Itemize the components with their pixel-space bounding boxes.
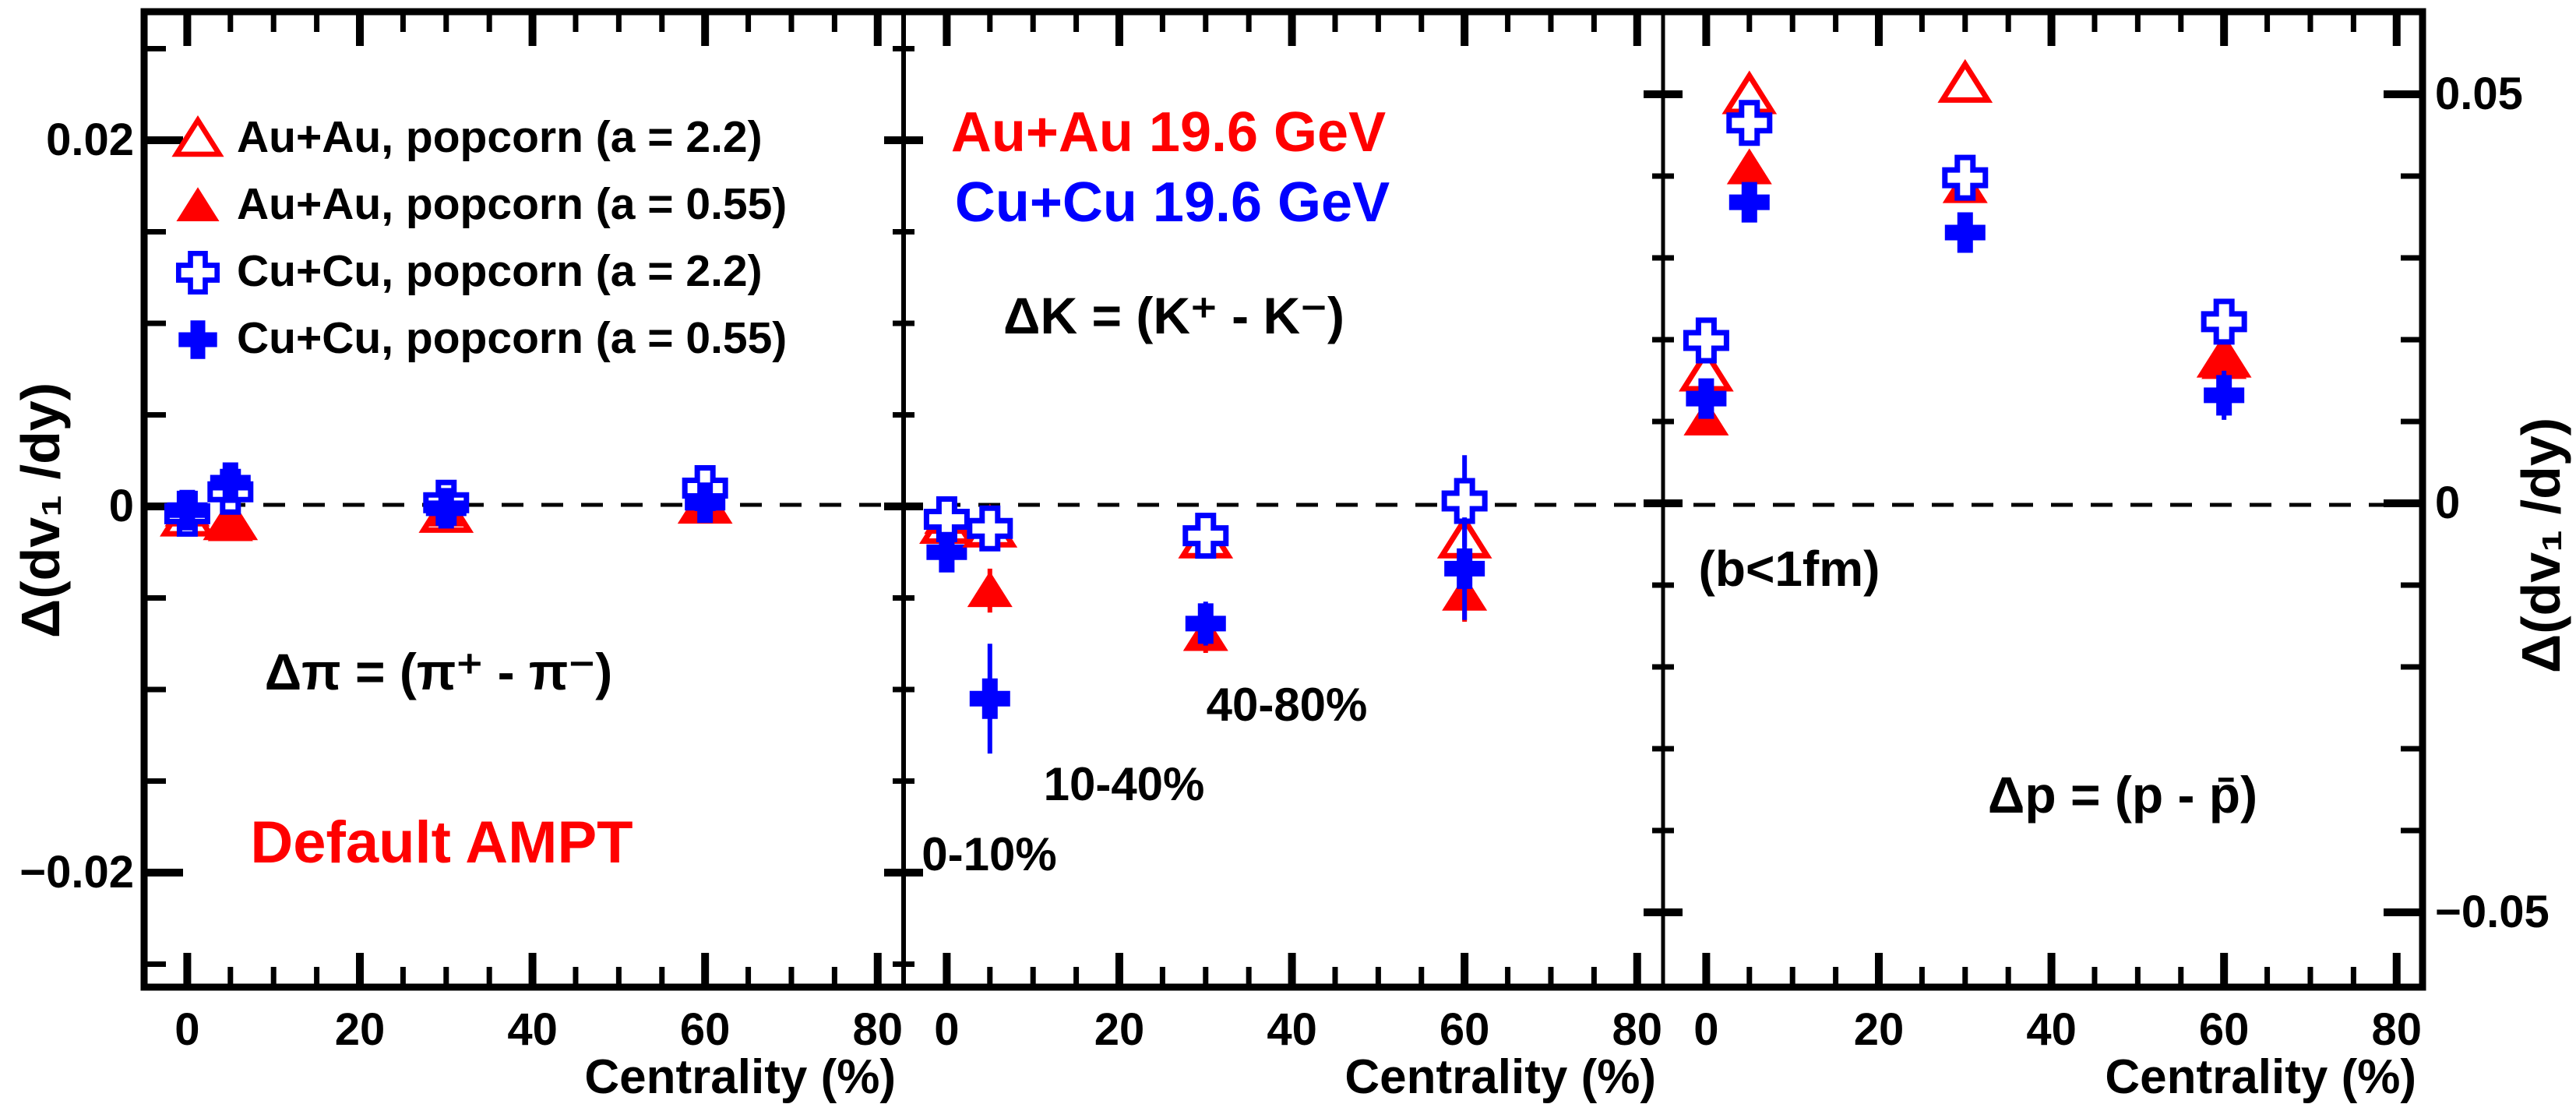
marker-cross-open xyxy=(175,250,220,295)
y-tick-label-right: 0.05 xyxy=(2435,69,2523,119)
x-axis-label-kaon: Centrality (%) xyxy=(1344,1050,1656,1104)
x-tick-label: 40 xyxy=(1267,1004,1317,1055)
legend-item-auau-filled: Au+Au, popcorn (a = 0.55) xyxy=(170,171,787,238)
marker-cross-open xyxy=(1942,154,1989,201)
default-ampt-label: Default AMPT xyxy=(250,809,633,876)
marker-triangle-filled xyxy=(207,505,253,541)
legend-item-cucu-open: Cu+Cu, popcorn (a = 2.2) xyxy=(170,238,763,305)
cross-filled-icon xyxy=(170,314,226,362)
legend-item-label: Cu+Cu, popcorn (a = 2.2) xyxy=(237,246,763,296)
marker-cross-open xyxy=(1441,478,1488,524)
legend-item-label: Au+Au, popcorn (a = 2.2) xyxy=(237,112,763,162)
marker-cross-filled xyxy=(1686,378,1727,419)
y-tick-label-left: −0.02 xyxy=(19,847,134,898)
x-tick-label: 0 xyxy=(1693,1004,1719,1055)
marker-cross-filled xyxy=(1944,212,1986,253)
marker-cross-filled xyxy=(1185,603,1226,644)
legend-item-cucu-filled: Cu+Cu, popcorn (a = 0.55) xyxy=(170,305,787,372)
impact-parameter-note: (b<1fm) xyxy=(1698,541,1880,597)
marker-cross-filled xyxy=(685,482,726,524)
pion-formula: Δπ = (π⁺ - π⁻) xyxy=(264,643,613,700)
bin-label-0-10: 0-10% xyxy=(922,828,1057,880)
marker-triangle-open xyxy=(171,115,224,157)
marker-cross-filled xyxy=(210,462,251,503)
bin-label-40-80: 40-80% xyxy=(1206,679,1368,731)
y-tick-label-right: 0 xyxy=(2435,478,2461,528)
marker-cross-filled xyxy=(2204,375,2245,416)
panel-points-pion xyxy=(160,462,733,541)
x-tick-label: 20 xyxy=(334,1004,386,1055)
x-tick-label: 20 xyxy=(1094,1004,1145,1055)
x-tick-label: 60 xyxy=(679,1004,731,1055)
y-tick-label-left: 0 xyxy=(108,481,134,531)
marker-cross-open xyxy=(1683,317,1729,364)
marker-cross-filled xyxy=(178,320,217,359)
marker-cross-open xyxy=(1182,513,1229,559)
x-ticks xyxy=(183,12,2401,987)
x-tick-label: 0 xyxy=(174,1004,200,1055)
marker-triangle-filled xyxy=(967,571,1013,608)
marker-triangle-filled xyxy=(2201,343,2247,379)
marker-triangle-open xyxy=(1937,58,1993,103)
legend-item-auau-open: Au+Au, popcorn (a = 2.2) xyxy=(170,104,763,171)
y-axis-title-left: Δ(dv₁ /dy) xyxy=(10,382,71,639)
x-tick-label: 80 xyxy=(1612,1004,1663,1055)
bin-label-10-40: 10-40% xyxy=(1043,758,1205,810)
kaon-formula: ΔK = (K⁺ - K⁻) xyxy=(1003,287,1344,344)
marker-cross-filled xyxy=(926,531,967,573)
x-tick-label: 0 xyxy=(934,1004,960,1055)
marker-triangle-filled xyxy=(1726,148,1772,185)
marker-cross-filled xyxy=(1728,182,1770,223)
y-tick-label-left: 0.02 xyxy=(46,115,134,165)
y-axis-title-right: Δ(dv₁ /dy) xyxy=(2511,417,2571,674)
proton-formula: Δp = (p - p̄) xyxy=(1987,766,2258,824)
panel-points-kaon xyxy=(919,455,1492,754)
marker-cross-filled xyxy=(1444,548,1485,589)
x-tick-label: 40 xyxy=(507,1004,558,1055)
x-axis-label-proton: Centrality (%) xyxy=(2105,1050,2416,1104)
marker-triangle-filled xyxy=(176,187,220,221)
y-tick-label-right: −0.05 xyxy=(2435,887,2550,937)
legend-item-label: Cu+Cu, popcorn (a = 0.55) xyxy=(237,313,788,363)
triangle-filled-icon xyxy=(170,180,226,228)
marker-cross-filled xyxy=(167,489,208,531)
panel-points-proton xyxy=(1679,58,2252,436)
marker-cross-open xyxy=(967,505,1013,552)
x-tick-label: 40 xyxy=(2026,1004,2077,1055)
x-tick-label: 60 xyxy=(1439,1004,1490,1055)
x-axis-label-pion: Centrality (%) xyxy=(584,1050,896,1104)
x-tick-label: 60 xyxy=(2198,1004,2250,1055)
cross-open-icon xyxy=(170,247,226,295)
marker-cross-filled xyxy=(425,488,467,529)
x-tick-label: 80 xyxy=(852,1004,904,1055)
cucu-energy-title: Cu+Cu 19.6 GeV xyxy=(954,171,1390,234)
x-tick-label: 80 xyxy=(2371,1004,2423,1055)
y-ticks xyxy=(144,46,2423,967)
marker-cross-open xyxy=(2201,298,2247,345)
x-tick-label: 20 xyxy=(1853,1004,1905,1055)
marker-cross-filled xyxy=(969,678,1010,719)
legend-item-label: Au+Au, popcorn (a = 0.55) xyxy=(237,179,788,229)
auau-energy-title: Au+Au 19.6 GeV xyxy=(950,101,1387,164)
triangle-open-icon xyxy=(170,113,226,161)
marker-cross-open xyxy=(1726,100,1773,146)
